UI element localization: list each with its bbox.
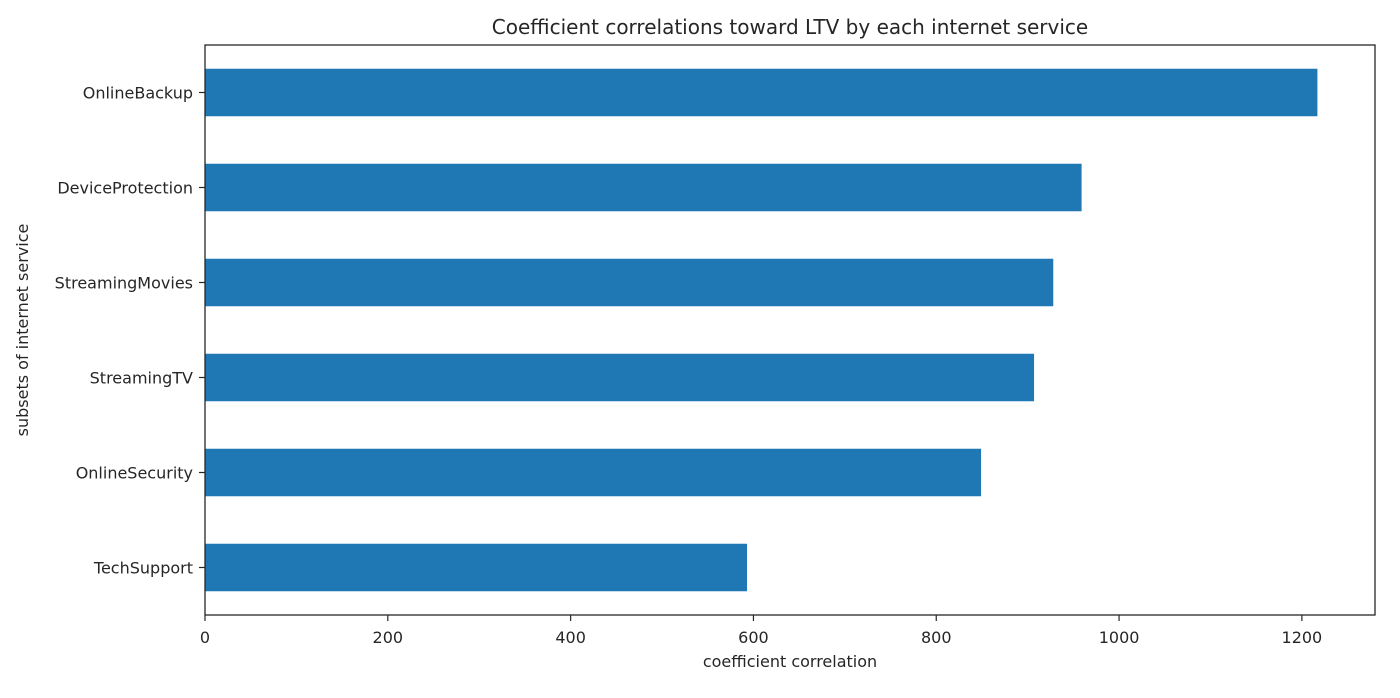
bar-OnlineBackup (205, 68, 1318, 117)
plot-frame (204, 44, 1376, 616)
x-tick-label: 1200 (1282, 628, 1323, 647)
x-tick-label: 0 (200, 628, 210, 647)
y-tick-label: DeviceProtection (57, 179, 193, 198)
x-tick-label: 200 (373, 628, 404, 647)
y-tick-label: StreamingMovies (55, 274, 193, 293)
x-tick-label: 400 (555, 628, 586, 647)
y-tick-label: StreamingTV (90, 369, 193, 388)
bar-DeviceProtection (205, 163, 1082, 212)
bar-StreamingMovies (205, 258, 1054, 307)
y-axis: OnlineBackup DeviceProtection StreamingMov… (55, 84, 205, 578)
x-axis: 0 200 400 600 800 1000 1200 (200, 615, 1322, 647)
bar-TechSupport (205, 543, 748, 592)
bar-OnlineSecurity (205, 448, 982, 497)
bar-StreamingTV (205, 353, 1035, 402)
y-tick-label: OnlineSecurity (76, 464, 193, 483)
y-tick-label: TechSupport (93, 559, 193, 578)
x-tick-label: 600 (738, 628, 769, 647)
y-axis-label: subsets of internet service (13, 224, 32, 437)
y-tick-label: OnlineBackup (83, 84, 193, 103)
x-tick-label: 1000 (1099, 628, 1140, 647)
x-tick-label: 800 (921, 628, 952, 647)
x-axis-label: coefficient correlation (703, 652, 877, 671)
chart-title: Coefficient correlations toward LTV by e… (492, 15, 1088, 39)
bars-group (205, 68, 1318, 592)
